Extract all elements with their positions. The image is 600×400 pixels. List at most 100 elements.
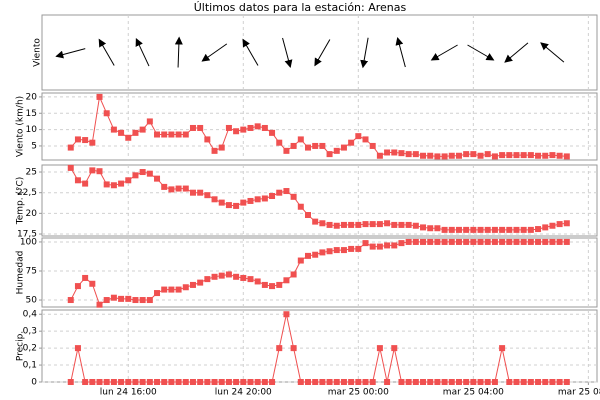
data-point [513,152,520,159]
data-point [499,226,506,233]
data-point [563,238,570,245]
data-point [326,248,333,255]
data-point [96,379,103,385]
data-point [427,238,434,245]
data-point [455,379,462,385]
data-point [491,379,498,385]
data-point [326,379,333,385]
data-point [89,167,96,174]
data-point [139,297,146,304]
panel-frame [41,237,598,308]
data-point [283,188,290,195]
wind-arrow [314,39,331,67]
data-point [254,123,261,130]
data-point [254,379,261,385]
data-point [520,152,527,159]
data-point [175,131,182,138]
data-point [269,129,276,136]
x-tick-label: lun 24 20:00 [215,388,272,398]
data-point [82,137,89,144]
data-point [441,379,448,385]
data-point [146,379,153,385]
wind-arrow [135,37,150,67]
data-point [391,149,398,156]
data-point [67,164,74,171]
data-point [448,379,455,385]
data-point [197,189,204,196]
data-point [369,142,376,149]
data-point [556,221,563,228]
wind-arrow [282,37,293,68]
data-point [132,379,139,385]
data-point [211,273,218,280]
data-point [269,283,276,290]
data-point [276,281,283,288]
data-point [110,126,117,133]
data-point [297,379,304,385]
data-line [70,167,567,231]
data-point [211,379,218,385]
data-point [398,221,405,228]
data-point [283,277,290,284]
data-point [312,379,319,385]
data-point [333,247,340,254]
data-point [405,379,412,385]
wind-arrow [55,48,86,59]
data-point [484,151,491,158]
data-point [420,152,427,159]
data-point [154,379,161,385]
data-point [384,242,391,249]
data-point [463,151,470,158]
data-point [96,168,103,175]
data-point [348,245,355,252]
data-point [254,278,261,285]
wind-arrow [467,44,495,61]
data-point [427,379,434,385]
data-point [218,272,225,279]
data-point [398,150,405,157]
data-point [563,153,570,160]
y-tick-label: 20 [26,209,38,219]
data-point [420,379,427,385]
data-point [535,238,542,245]
data-point [427,225,434,232]
data-point [441,153,448,160]
data-point [556,238,563,245]
data-point [182,185,189,192]
panel-frame [41,14,598,91]
data-point [204,136,211,143]
y-axis-label: Viento [33,38,43,67]
data-point [132,129,139,136]
data-point [542,238,549,245]
wind-arrow [201,43,228,62]
data-point [563,220,570,227]
data-point [499,345,506,352]
data-point [290,193,297,200]
data-point [384,379,391,385]
data-point [556,379,563,385]
data-point [527,152,534,159]
data-point [491,226,498,233]
data-point [118,180,125,187]
data-point [118,129,125,136]
data-point [319,142,326,149]
data-point [110,294,117,301]
data-point [513,238,520,245]
data-point [491,153,498,160]
data-point [89,139,96,146]
data-point [412,222,419,229]
data-point [197,124,204,131]
data-point [355,221,362,228]
data-point [247,379,254,385]
data-point [520,226,527,233]
data-point [233,202,240,209]
data-point [74,283,81,290]
data-point [506,152,513,159]
data-point [513,379,520,385]
data-point [484,379,491,385]
data-point [556,152,563,159]
wind-arrow [98,38,115,66]
y-tick-label: 100 [20,237,37,247]
data-point [542,379,549,385]
data-point [499,152,506,159]
